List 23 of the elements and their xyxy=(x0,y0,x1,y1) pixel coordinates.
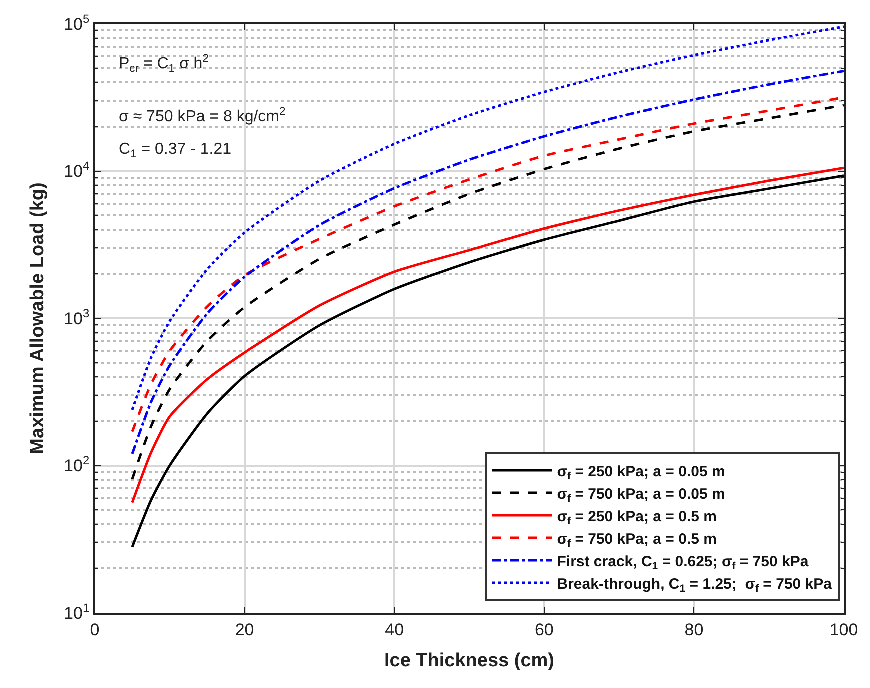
legend-label: σ$_{f}$ = 750 kPa; a = 0.05 m xyxy=(557,486,726,505)
y-tick-label: 10$^{5}$ xyxy=(64,12,90,34)
legend-label: σ$_{f}$ = 750 kPa; a = 0.5 m xyxy=(557,530,717,550)
y-tick-label: 10$^{3}$ xyxy=(64,306,90,328)
y-tick-label: 10$^{2}$ xyxy=(64,454,90,476)
x-tick-label: 100 xyxy=(830,620,858,640)
x-tick-label: 80 xyxy=(684,620,704,640)
annotation: P$_{cr}$ = C$_{1}$ σ h$^{2}$ xyxy=(119,53,209,76)
line-series xyxy=(131,26,844,412)
x-tick-label: 20 xyxy=(235,620,254,640)
annotation: C$_{1}$ = 0.37 - 1.21 xyxy=(119,141,232,160)
y-tick-label: 10$^{1}$ xyxy=(64,600,90,623)
x-tick-label: 40 xyxy=(385,620,404,640)
legend-label: σ$_{f}$ = 250 kPa; a = 0.5 m xyxy=(557,508,717,528)
legend-label: Break-through, C$_{1}$ = 1.25; σ$_{f}$ = 750 kPa xyxy=(557,576,833,595)
annotation: σ ≈ 750 kPa = 8 kg/cm$^{2}$ xyxy=(119,106,286,126)
y-tick-label: 10$^{4}$ xyxy=(64,159,90,182)
x-axis-title: Ice Thickness (cm) xyxy=(384,650,555,672)
y-axis-title: Maximum Allowable Load (kg) xyxy=(27,182,48,454)
legend-label: First crack, C$_{1}$ = 0.625; σ$_{f}$ = 750 kPa xyxy=(557,553,810,572)
x-tick-label: 60 xyxy=(534,620,554,640)
legend-label: σ$_{f}$ = 250 kPa; a = 0.05 m xyxy=(557,463,726,482)
x-tick-label: 0 xyxy=(90,620,100,640)
